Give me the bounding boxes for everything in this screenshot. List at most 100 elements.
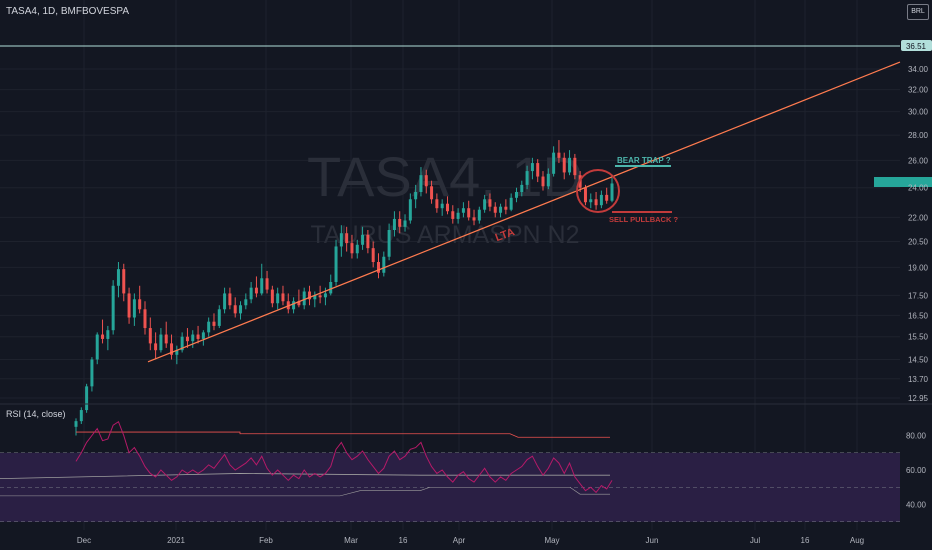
candle-body <box>254 287 258 294</box>
candle-body <box>244 299 248 306</box>
candle-body <box>398 218 402 227</box>
candle-body <box>191 334 195 342</box>
candle-body <box>233 305 237 314</box>
price-tick-label: 20.50 <box>908 237 929 246</box>
candle-body <box>472 217 476 221</box>
candle-body <box>170 343 174 355</box>
candle-body <box>239 305 243 314</box>
candle-body <box>318 295 322 298</box>
candle-body <box>594 199 598 206</box>
bear-trap-label: BEAR TRAP ? <box>617 156 671 165</box>
price-tick-label: 14.50 <box>908 355 929 364</box>
candle-body <box>573 157 577 176</box>
candle-body <box>525 171 529 185</box>
time-tick-label: Apr <box>453 536 466 545</box>
time-tick-label: Mar <box>344 536 358 545</box>
candle-body <box>408 199 412 221</box>
price-tick-label: 15.50 <box>908 333 929 342</box>
candle-body <box>148 328 152 344</box>
currency-badge[interactable]: BRL <box>907 4 929 20</box>
candle-body <box>223 293 227 310</box>
candle-body <box>164 334 168 344</box>
candle-body <box>530 163 534 172</box>
candle-body <box>175 350 179 355</box>
candle-body <box>541 176 545 187</box>
last-price-label: 36.51 <box>906 42 927 51</box>
candle-body <box>493 206 497 213</box>
candle-body <box>201 332 205 339</box>
sell-pullback-label: SELL PULLBACK ? <box>609 215 678 224</box>
candle-body <box>95 334 99 360</box>
rsi-lower-line <box>0 486 610 497</box>
candle-body <box>610 183 614 201</box>
candles <box>74 140 614 436</box>
candle-body <box>185 336 189 342</box>
candle-body <box>366 234 370 249</box>
candle-body <box>435 199 439 209</box>
time-tick-label: 16 <box>399 536 408 545</box>
rsi-line <box>75 420 613 494</box>
candle-body <box>414 192 418 200</box>
price-tick-label: 32.00 <box>908 86 929 95</box>
candle-body <box>249 287 253 300</box>
candle-body <box>281 293 285 302</box>
candle-body <box>387 229 391 257</box>
time-tick-label: May <box>544 536 559 545</box>
candle-body <box>154 343 158 351</box>
candle-body <box>376 262 380 273</box>
breakdown-circle <box>576 169 620 213</box>
chart-title: TASA4, 1D, BMFBOVESPA <box>6 6 129 17</box>
price-tick-label: 28.00 <box>908 131 929 140</box>
candle-body <box>217 309 221 326</box>
price-tick-label: 26.00 <box>908 156 929 165</box>
time-tick-label: 16 <box>801 536 810 545</box>
time-tick-label: Aug <box>850 536 864 545</box>
candle-body <box>583 187 587 203</box>
time-tick-label: Jul <box>750 536 760 545</box>
candle-body <box>392 218 396 230</box>
candle-body <box>361 234 365 245</box>
candle-body <box>276 293 280 304</box>
candle-body <box>536 163 540 177</box>
candle-body <box>292 301 296 310</box>
candle-body <box>260 278 264 294</box>
candle-body <box>488 199 492 207</box>
rsi-tick-label: 60.00 <box>906 466 927 475</box>
candle-body <box>207 321 211 333</box>
price-tick-label: 16.50 <box>908 311 929 320</box>
candle-body <box>461 208 465 213</box>
time-tick-label: Jun <box>646 536 659 545</box>
candle-body <box>143 309 147 329</box>
candle-body <box>313 295 317 300</box>
candle-body <box>477 209 481 221</box>
price-tick-label: 30.00 <box>908 108 929 117</box>
price-tick-label: 12.95 <box>908 394 929 403</box>
candle-body <box>562 157 566 173</box>
price-tick-label: 24.00 <box>908 184 929 193</box>
price-tick-label: 22.00 <box>908 213 929 222</box>
rsi-title: RSI (14, close) <box>6 409 66 419</box>
candle-body <box>589 199 593 203</box>
watermark-symbol: TASA4, 1D <box>307 145 583 208</box>
last-price-label-bg <box>901 40 932 51</box>
candle-body <box>430 186 434 200</box>
candle-body <box>568 157 572 173</box>
candle-body <box>514 192 518 198</box>
time-axis: Dec 2021 Feb Mar 16 Apr May Jun Jul 16 Aug <box>77 536 864 545</box>
candle-body <box>419 175 423 193</box>
candle-body <box>196 334 200 339</box>
rsi-upper-envelope <box>76 431 610 438</box>
candle-body <box>440 203 444 209</box>
candle-body <box>520 184 524 193</box>
price-tick-label: 19.00 <box>908 263 929 272</box>
candle-body <box>355 244 359 254</box>
candle-body <box>456 212 460 219</box>
candle-body <box>382 256 386 273</box>
candle-body <box>509 197 513 210</box>
candle-body <box>302 291 306 306</box>
candle-body <box>180 336 184 351</box>
candle-body <box>132 299 136 318</box>
candle-body <box>424 175 428 187</box>
candle-body <box>403 220 407 227</box>
